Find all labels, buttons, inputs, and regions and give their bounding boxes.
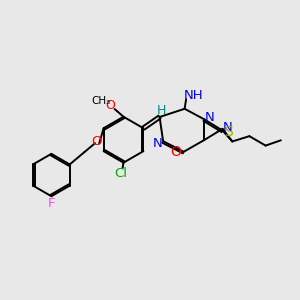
Text: F: F	[48, 197, 55, 210]
Text: CH₃: CH₃	[92, 96, 111, 106]
Text: S: S	[224, 125, 233, 139]
Text: NH: NH	[184, 89, 203, 102]
Text: N: N	[205, 110, 214, 124]
Text: H: H	[157, 104, 166, 117]
Text: O: O	[92, 135, 102, 148]
Text: O: O	[105, 99, 115, 112]
Text: O: O	[170, 145, 181, 159]
Text: N: N	[223, 121, 233, 134]
Text: Cl: Cl	[114, 167, 127, 180]
Text: N: N	[153, 137, 163, 150]
